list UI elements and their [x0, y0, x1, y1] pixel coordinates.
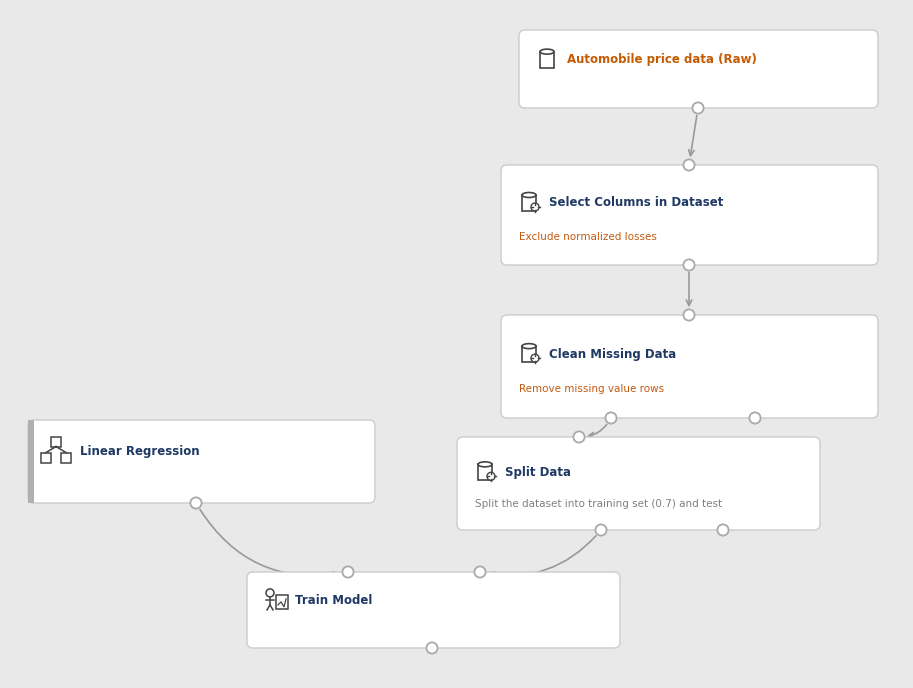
Circle shape [605, 413, 616, 424]
FancyBboxPatch shape [457, 437, 820, 530]
Circle shape [573, 431, 584, 442]
Circle shape [487, 473, 495, 480]
Text: Split the dataset into training set (0.7) and test: Split the dataset into training set (0.7… [475, 499, 722, 509]
Circle shape [684, 310, 695, 321]
Ellipse shape [478, 462, 492, 467]
Circle shape [692, 103, 704, 114]
Ellipse shape [522, 343, 536, 349]
FancyBboxPatch shape [28, 420, 375, 503]
Text: Linear Regression: Linear Regression [80, 445, 200, 458]
Bar [61, 453, 71, 462]
Bar [540, 52, 554, 67]
Circle shape [342, 566, 353, 577]
Circle shape [605, 413, 616, 424]
Text: Split Data: Split Data [505, 466, 571, 479]
Circle shape [718, 524, 729, 535]
Circle shape [684, 160, 695, 171]
FancyBboxPatch shape [501, 165, 878, 265]
FancyBboxPatch shape [247, 572, 620, 648]
Circle shape [595, 524, 606, 535]
Circle shape [684, 160, 695, 171]
Circle shape [531, 203, 539, 211]
Circle shape [750, 413, 761, 424]
FancyBboxPatch shape [519, 30, 878, 108]
Text: Automobile price data (Raw): Automobile price data (Raw) [567, 53, 757, 66]
Circle shape [475, 566, 486, 577]
Circle shape [426, 643, 437, 654]
Text: Exclude normalized losses: Exclude normalized losses [519, 232, 656, 242]
Text: Train Model: Train Model [295, 594, 373, 608]
Circle shape [750, 413, 761, 424]
Text: Clean Missing Data: Clean Missing Data [549, 347, 677, 361]
Bar [478, 464, 492, 480]
Circle shape [573, 431, 584, 442]
Ellipse shape [522, 193, 536, 197]
Circle shape [595, 524, 606, 535]
Bar [276, 595, 288, 609]
Circle shape [191, 497, 202, 508]
Circle shape [692, 103, 704, 114]
Bar [41, 453, 51, 462]
Circle shape [531, 354, 539, 362]
Circle shape [191, 497, 202, 508]
Bar [28, 420, 34, 503]
Text: Remove missing value rows: Remove missing value rows [519, 384, 664, 394]
FancyBboxPatch shape [501, 315, 878, 418]
Circle shape [342, 566, 353, 577]
Circle shape [684, 259, 695, 270]
Bar [51, 437, 61, 447]
Bar [522, 195, 536, 211]
Circle shape [426, 643, 437, 654]
Circle shape [718, 524, 729, 535]
Circle shape [684, 310, 695, 321]
Ellipse shape [540, 49, 554, 54]
Circle shape [684, 259, 695, 270]
Text: Select Columns in Dataset: Select Columns in Dataset [549, 197, 723, 210]
Bar [522, 346, 536, 362]
Circle shape [475, 566, 486, 577]
